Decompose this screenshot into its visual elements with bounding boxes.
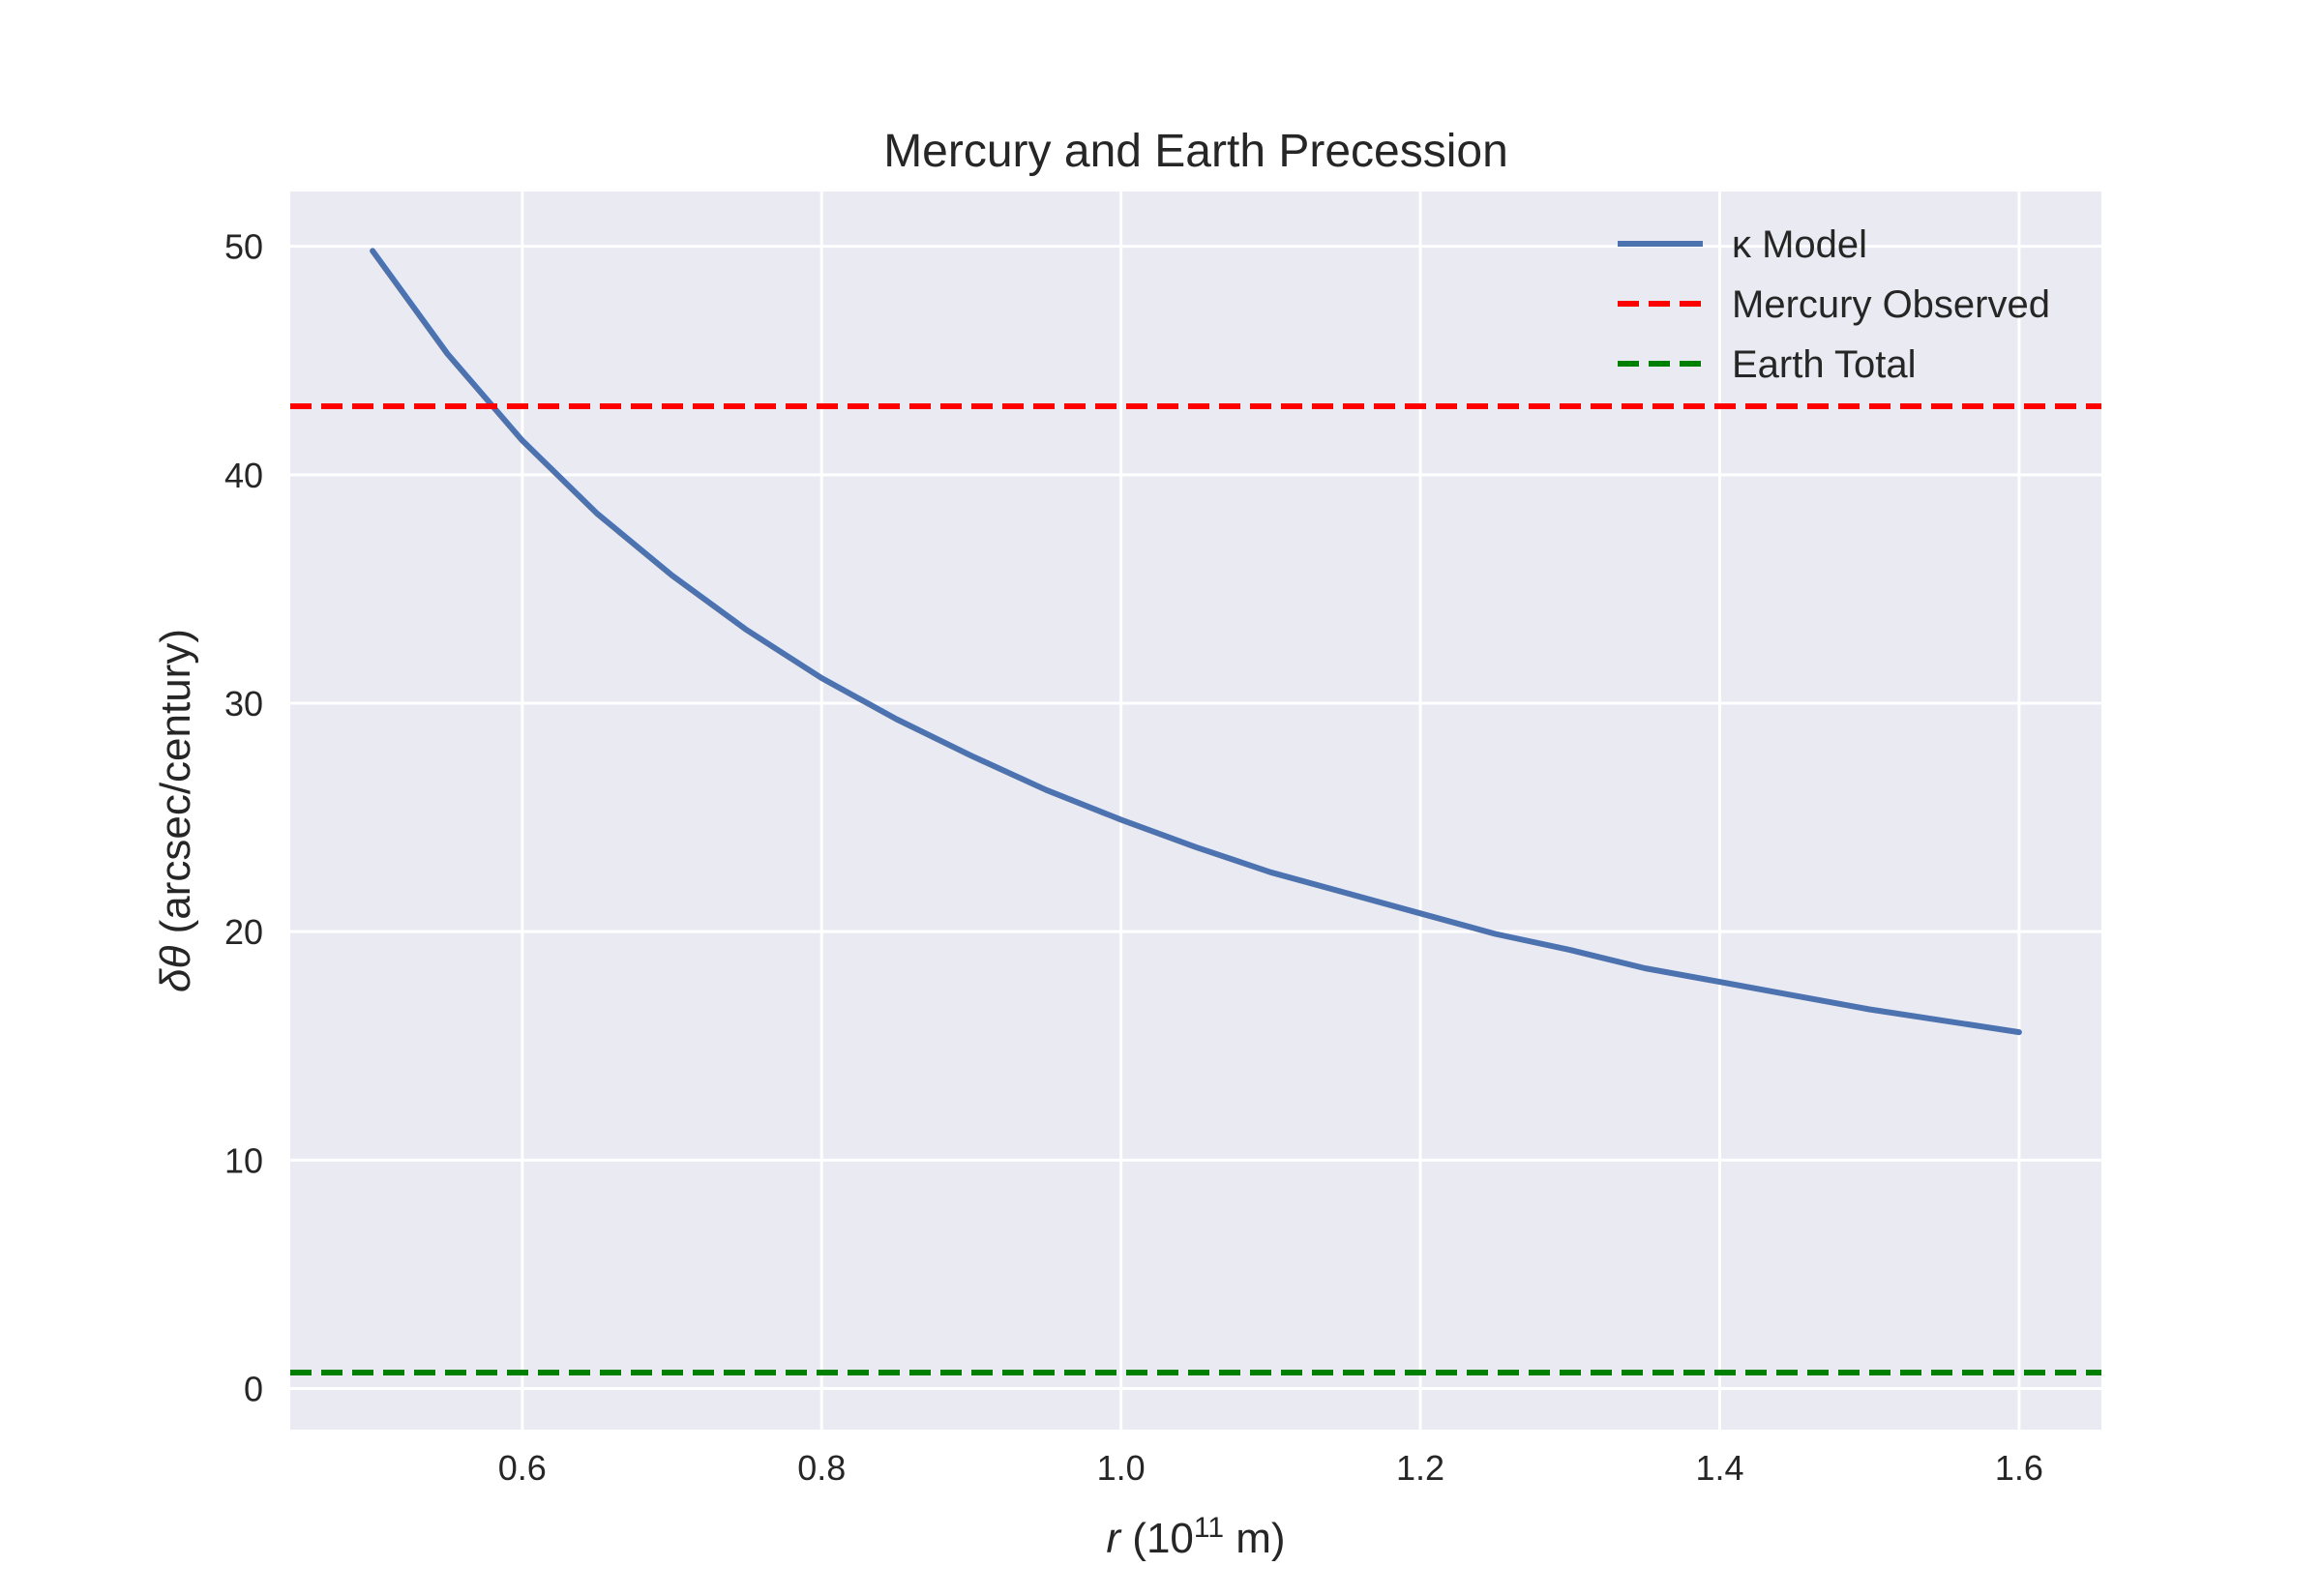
x-axis-label: r (1011 m) — [1106, 1512, 1285, 1562]
x-axis-suffix: m) — [1224, 1515, 1286, 1562]
y-tick-label: 0 — [244, 1369, 263, 1408]
x-tick-label: 1.2 — [1396, 1448, 1444, 1488]
y-tick-label: 20 — [224, 912, 263, 952]
legend: κ Model Mercury Observed Earth Total — [1618, 223, 2050, 386]
x-axis-prefix: (10 — [1120, 1515, 1194, 1562]
x-axis-exponent: 11 — [1194, 1512, 1224, 1544]
x-axis-var: r — [1106, 1515, 1122, 1562]
grid — [290, 192, 2101, 1430]
x-tick-label: 1.4 — [1695, 1448, 1743, 1488]
legend-label: Earth Total — [1732, 343, 1917, 386]
y-axis-suffix: (arcsec/century) — [152, 629, 199, 946]
x-tick-label: 0.8 — [797, 1448, 846, 1488]
y-axis-label: δθ (arcsec/century) — [152, 629, 199, 992]
chart-title: Mercury and Earth Precession — [883, 126, 1508, 177]
plot-background — [290, 192, 2101, 1430]
y-tick-label: 30 — [224, 684, 263, 724]
y-axis-var: δθ — [152, 946, 199, 992]
series-line — [370, 248, 2022, 1036]
x-tick-labels: 0.6 0.8 1.0 1.2 1.4 1.6 — [498, 1448, 2043, 1488]
y-tick-labels: 0 10 20 30 40 50 — [224, 227, 263, 1409]
x-tick-label: 0.6 — [498, 1448, 547, 1488]
x-tick-label: 1.0 — [1097, 1448, 1146, 1488]
x-tick-label: 1.6 — [1995, 1448, 2043, 1488]
y-tick-label: 10 — [224, 1140, 263, 1180]
y-tick-label: 40 — [224, 456, 263, 495]
legend-label: Mercury Observed — [1732, 283, 2050, 326]
series-layer — [290, 248, 2101, 1375]
legend-label: κ Model — [1732, 223, 1867, 266]
y-tick-label: 50 — [224, 227, 263, 267]
